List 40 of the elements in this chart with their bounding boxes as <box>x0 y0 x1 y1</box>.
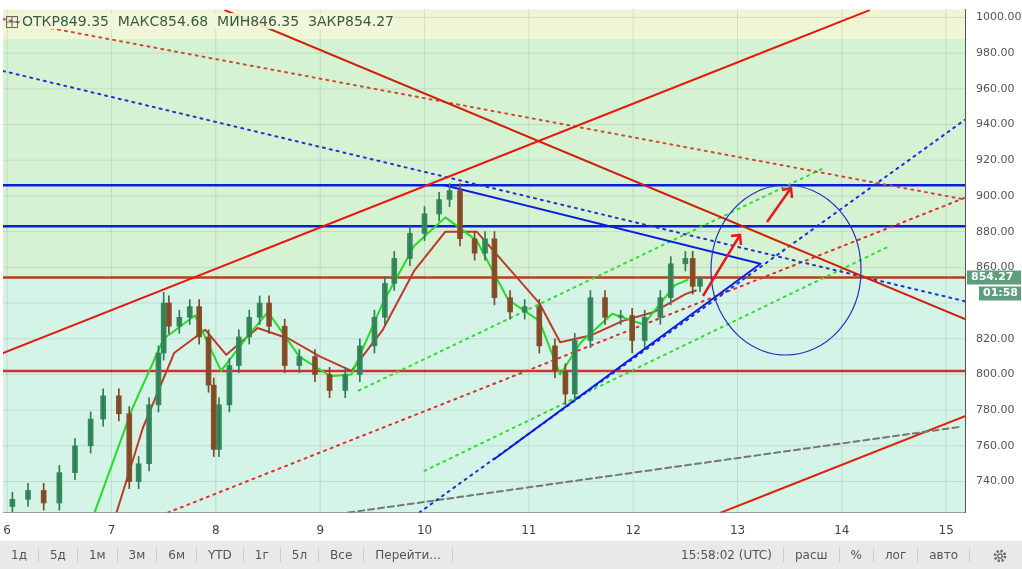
text: 5д <box>38 548 78 562</box>
text: 5л <box>280 548 320 562</box>
x-tick-label: 13 <box>729 522 746 537</box>
x-tick-label: 9 <box>316 522 325 537</box>
annotation: ОТКР849.35 МАКС854.68 МИН846.35 ЗАКР854.27 <box>22 13 394 29</box>
text: % <box>839 548 874 562</box>
text: 15:58:02 (UTC) <box>670 548 784 562</box>
text: 1д <box>0 548 39 562</box>
text: авто <box>918 548 970 562</box>
text: расш <box>783 548 840 562</box>
x-tick-label: 7 <box>107 522 116 537</box>
x-tick-label: 10 <box>416 522 433 537</box>
y-tick-label: 940.00 <box>976 117 1015 131</box>
y-tick-label: 880.00 <box>976 224 1015 238</box>
text: 3м <box>117 548 158 562</box>
y-tick-label: 820.00 <box>976 331 1015 345</box>
y-tick-label: 760.00 <box>976 438 1015 452</box>
ref-line-label: 854.27 <box>971 270 1014 284</box>
text: 1м <box>77 548 118 562</box>
text: 01:58 <box>983 286 1019 300</box>
y-tick-label: 780.00 <box>976 403 1015 416</box>
text: 6м <box>157 548 197 562</box>
y-tick-label: 740.00 <box>976 474 1015 488</box>
text: лог <box>873 548 919 562</box>
y-tick-label: 980.00 <box>976 46 1015 60</box>
x-tick-label: 15 <box>938 522 954 537</box>
y-tick-label: 900.00 <box>976 188 1015 202</box>
x-tick-label: 12 <box>625 522 641 537</box>
text: YTD <box>196 548 244 562</box>
x-tick-label: 6 <box>3 522 11 537</box>
text: 1г <box>243 548 281 562</box>
x-tick-label: 11 <box>521 522 537 537</box>
y-tick-label: 800.00 <box>976 367 1015 381</box>
text: Все <box>319 548 365 562</box>
x-tick-label: 14 <box>834 522 850 537</box>
y-tick-label: 1000.00 <box>976 10 1022 24</box>
text: Перейти... <box>364 548 453 562</box>
y-tick-label: 960.00 <box>976 81 1015 95</box>
x-tick-label: 8 <box>212 522 220 537</box>
y-tick-label: 920.00 <box>976 153 1015 167</box>
